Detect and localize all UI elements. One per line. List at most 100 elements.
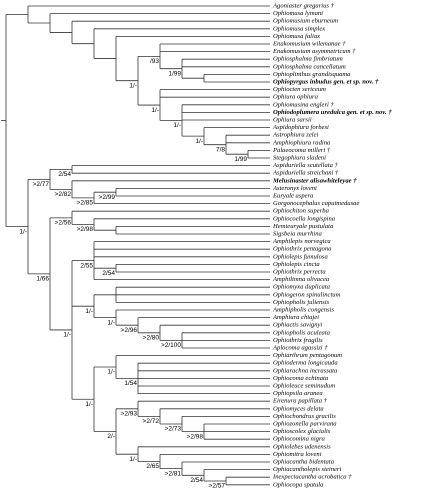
taxon-label: Ophiocomina nigra — [273, 436, 326, 443]
support-label: 1/- — [85, 401, 93, 408]
taxon-label: Inexpectacantha acrobatica † — [272, 474, 352, 481]
support-label: 1/- — [195, 138, 203, 145]
taxon-label: Agoniaster gregarius † — [272, 3, 335, 10]
support-label: 1/54 — [124, 380, 137, 387]
support-label: >2/80 — [143, 335, 160, 342]
support-label: /93 — [150, 58, 159, 65]
support-label: >2/57 — [209, 483, 226, 490]
support-label: >2/85 — [77, 200, 94, 207]
taxon-label: Amphilimna olivacea — [272, 276, 330, 283]
taxon-label: Enakomusium asymmetricum † — [272, 48, 356, 55]
taxon-label: Aspidophiura forbesi — [272, 124, 329, 131]
support-label: 1/66 — [36, 276, 49, 283]
taxon-label: Ophiacantholepis steineri — [273, 466, 341, 473]
taxon-label: Palaeocoma milleri † — [272, 147, 331, 154]
support-label: 7/8 — [216, 146, 225, 153]
taxon-label: Amphilepis norvegica — [272, 238, 331, 245]
taxon-label: Ophiopsila aranea — [273, 390, 323, 397]
taxon-label: Ophiosphalma cancellatum — [273, 63, 346, 70]
taxon-label: Ophiacantha bidentata — [273, 459, 335, 466]
support-label: >2/99 — [99, 194, 116, 201]
support-label: 1/- — [173, 122, 181, 129]
taxon-label: Ophiochondrus gracilis — [273, 413, 336, 420]
taxon-label: Asteronyx loveni — [272, 185, 317, 192]
support-label: >2/56 — [55, 220, 72, 227]
taxon-label: Ophiomyces delata — [273, 405, 324, 412]
taxon-label: Ophiothrix pentagona — [273, 246, 332, 253]
taxon-label: Ophiopholis juliensis — [273, 299, 330, 306]
taxon-label: Ophiogeron spinulinctum — [273, 291, 341, 298]
taxon-label: Stegophiura sladeni — [273, 155, 326, 162]
taxon-label: Aplocoma agassizi † — [272, 345, 328, 352]
support-label: 1/- — [107, 369, 115, 376]
taxon-label: Ophioplinthus grandisquama — [273, 71, 351, 78]
support-label: >2/72 — [143, 418, 160, 425]
taxon-label: Ophioleuce seminudum — [273, 383, 335, 390]
taxon-label: Melusinaster alisawhiteleyae † — [272, 177, 357, 184]
taxon-label: Amphipholis congensis — [272, 307, 334, 314]
taxon-label: Ophiocoma echinata — [273, 375, 329, 382]
support-label: 1/- — [63, 332, 71, 339]
support-label: 1/99 — [168, 70, 181, 77]
taxon-label: Ophiolepis cincta — [273, 261, 320, 268]
taxon-label: Ophiomusa simplex — [273, 25, 325, 32]
support-label: >2/98 — [77, 226, 94, 233]
taxon-label: Ophioderma longicauda — [273, 360, 338, 367]
taxon-label: Sigsbeia murrhina — [273, 231, 322, 238]
taxon-label: Ophiocopa spatula — [273, 481, 324, 488]
support-label: >2/98 — [187, 433, 204, 440]
taxon-label: Amphiura chiajei — [272, 314, 319, 321]
taxon-label: Ophiarthrum pentagonum — [273, 352, 342, 359]
support-label: >2/82 — [55, 191, 72, 198]
taxon-label: Euryale aspera — [272, 193, 314, 200]
taxon-label: Ophiosphalma fimbriatum — [273, 56, 343, 63]
taxon-label: Ophiomyxa duplicata — [273, 284, 331, 291]
taxon-label: Aspiduriella scutellata † — [272, 162, 339, 169]
taxon-label: Ophiothrix fragilis — [273, 337, 323, 344]
support-label: 2/54 — [58, 171, 71, 178]
taxon-label: Ophiomusa lymani — [273, 10, 323, 17]
support-label: 1/- — [151, 107, 159, 114]
support-label: 1/99 — [234, 156, 247, 163]
taxon-label: Gorgonocephalus caputmedusae — [273, 200, 359, 207]
taxon-label: Aspiduriella streichani † — [272, 170, 339, 177]
taxon-label: Ophiocten sericeum — [273, 86, 326, 93]
support-label: >2/77 — [33, 181, 50, 188]
taxon-label: Ophiodoplumera uredulca gen. et sp. nov.… — [273, 109, 392, 116]
taxon-label: Enakomusium wilemanae † — [272, 41, 346, 48]
taxon-label: Ophiarachna incrassata — [273, 367, 338, 374]
taxon-label: Ophiomitra loveni — [273, 451, 322, 458]
taxon-label: Ophiozonella parvirana — [273, 421, 337, 428]
taxon-label: Ophiomusa faliax — [273, 33, 320, 40]
support-label: 2/- — [107, 433, 115, 440]
support-label: >2/100 — [161, 342, 181, 349]
taxon-label: Ophiolebes udenensis — [273, 443, 331, 450]
taxon-label: Ophiura ophiura — [273, 94, 319, 101]
support-label: 1/- — [19, 228, 27, 235]
support-label: 2/54 — [190, 477, 203, 484]
support-label: >2/96 — [121, 327, 138, 334]
support-label: 1/- — [129, 456, 137, 463]
taxon-label: Ophiocoella longispina — [273, 215, 336, 222]
taxon-label: Ophioscolex glacialis — [273, 428, 331, 435]
taxon-label: Ophiolepis fumulosa — [273, 253, 328, 260]
support-label: 1/- — [129, 82, 137, 89]
taxon-label: Ophiothrix perrecta — [273, 269, 326, 276]
taxon-label: Ophiomusina engleri † — [273, 101, 335, 108]
support-label: >2/93 — [121, 411, 138, 418]
support-label: 1/- — [107, 319, 115, 326]
taxon-label: Ophiochiton superba — [273, 208, 330, 215]
taxon-label: Eirenura papillata † — [272, 398, 328, 405]
taxon-label: Ophiopyrgus inbudus gen. et sp. nov. † — [273, 79, 379, 86]
support-label: 2/65 — [146, 463, 159, 470]
taxon-label: Ophiomusium eburneum — [273, 18, 338, 25]
taxon-label: Ophiura sarsii — [273, 117, 312, 124]
support-label: >2/81 — [165, 470, 182, 477]
taxon-label: Hemieuryale pustulata — [272, 223, 334, 230]
taxon-label: Ophiopholis aculeata — [273, 329, 331, 336]
support-label: 1/- — [85, 308, 93, 315]
support-label: 2/55 — [80, 262, 93, 269]
taxon-label: Ophiactis savignyi — [273, 322, 322, 329]
